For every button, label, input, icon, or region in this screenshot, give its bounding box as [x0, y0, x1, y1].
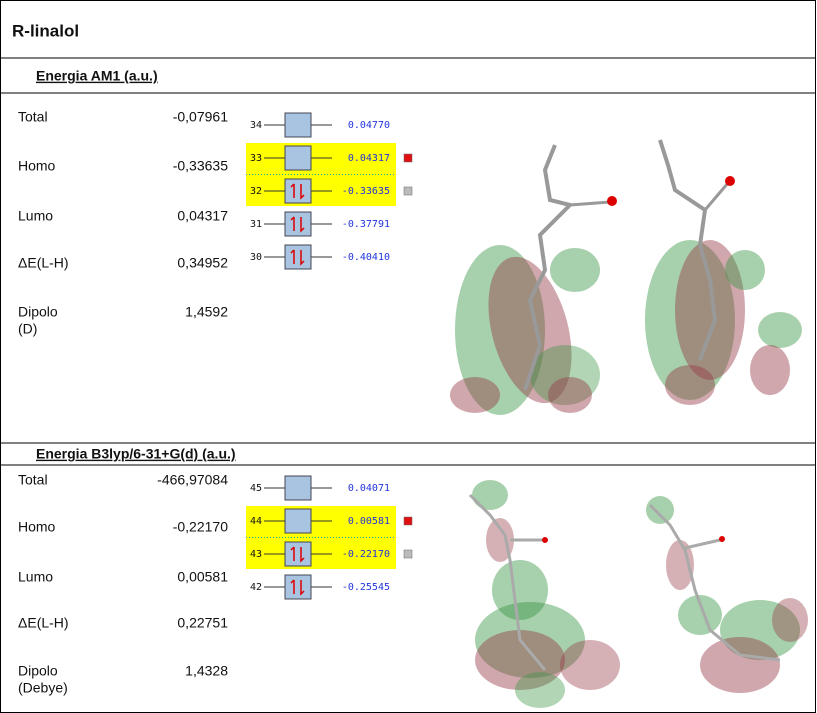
row-label: Total [18, 109, 48, 125]
level-energy: 0.04071 [348, 483, 390, 494]
level-index: 44 [250, 516, 262, 527]
level-index: 34 [250, 120, 262, 131]
level-index: 30 [250, 252, 262, 263]
level-index: 42 [250, 582, 262, 593]
level-index: 31 [250, 219, 262, 230]
level-box [285, 509, 311, 533]
level-box [285, 575, 311, 599]
level-index: 43 [250, 549, 262, 560]
row-label: ΔE(L-H) [18, 255, 69, 271]
row-value: 0,34952 [177, 255, 228, 271]
row-label: Homo [18, 158, 56, 174]
level-box [285, 542, 311, 566]
row-label: Lumo [18, 208, 53, 224]
row-value: 0,00581 [177, 569, 228, 585]
level-marker [404, 187, 412, 195]
row-label: Total [18, 472, 48, 488]
row-label: Dipolo [18, 304, 58, 320]
row-label: Homo [18, 519, 56, 535]
level-box [285, 113, 311, 137]
title: R-linalol [12, 21, 79, 40]
row-value: 0,04317 [177, 208, 228, 224]
page: R-linalol Energia AM1 (a.u.) Energia B3l… [0, 0, 817, 713]
row-label: (D) [18, 321, 37, 337]
level-marker [404, 154, 412, 162]
level-box [285, 212, 311, 236]
row-label: (Debye) [18, 680, 68, 696]
level-index: 45 [250, 483, 262, 494]
level-index: 33 [250, 153, 262, 164]
row-label: Lumo [18, 569, 53, 585]
level-energy: -0.33635 [342, 186, 390, 197]
level-energy: -0.40410 [342, 252, 390, 263]
level-energy: 0.04770 [348, 120, 390, 131]
row-label: Dipolo [18, 663, 58, 679]
level-marker [404, 517, 412, 525]
row-value: 1,4328 [185, 663, 228, 679]
level-box [285, 245, 311, 269]
row-value: 1,4592 [185, 304, 228, 320]
level-energy: -0.25545 [342, 582, 390, 593]
row-value: -466,97084 [157, 472, 228, 488]
row-value: -0,07961 [173, 109, 228, 125]
level-energy: 0.00581 [348, 516, 390, 527]
level-index: 32 [250, 186, 262, 197]
section-title: Energia B3lyp/6-31+G(d) (a.u.) [36, 446, 236, 462]
level-marker [404, 550, 412, 558]
row-label: ΔE(L-H) [18, 615, 69, 631]
level-box [285, 146, 311, 170]
row-value: -0,22170 [173, 519, 228, 535]
section-title: Energia AM1 (a.u.) [36, 68, 158, 84]
row-value: 0,22751 [177, 615, 228, 631]
level-energy: 0.04317 [348, 153, 390, 164]
row-value: -0,33635 [173, 158, 228, 174]
level-energy: -0.37791 [342, 219, 390, 230]
level-energy: -0.22170 [342, 549, 390, 560]
level-box [285, 476, 311, 500]
level-box [285, 179, 311, 203]
